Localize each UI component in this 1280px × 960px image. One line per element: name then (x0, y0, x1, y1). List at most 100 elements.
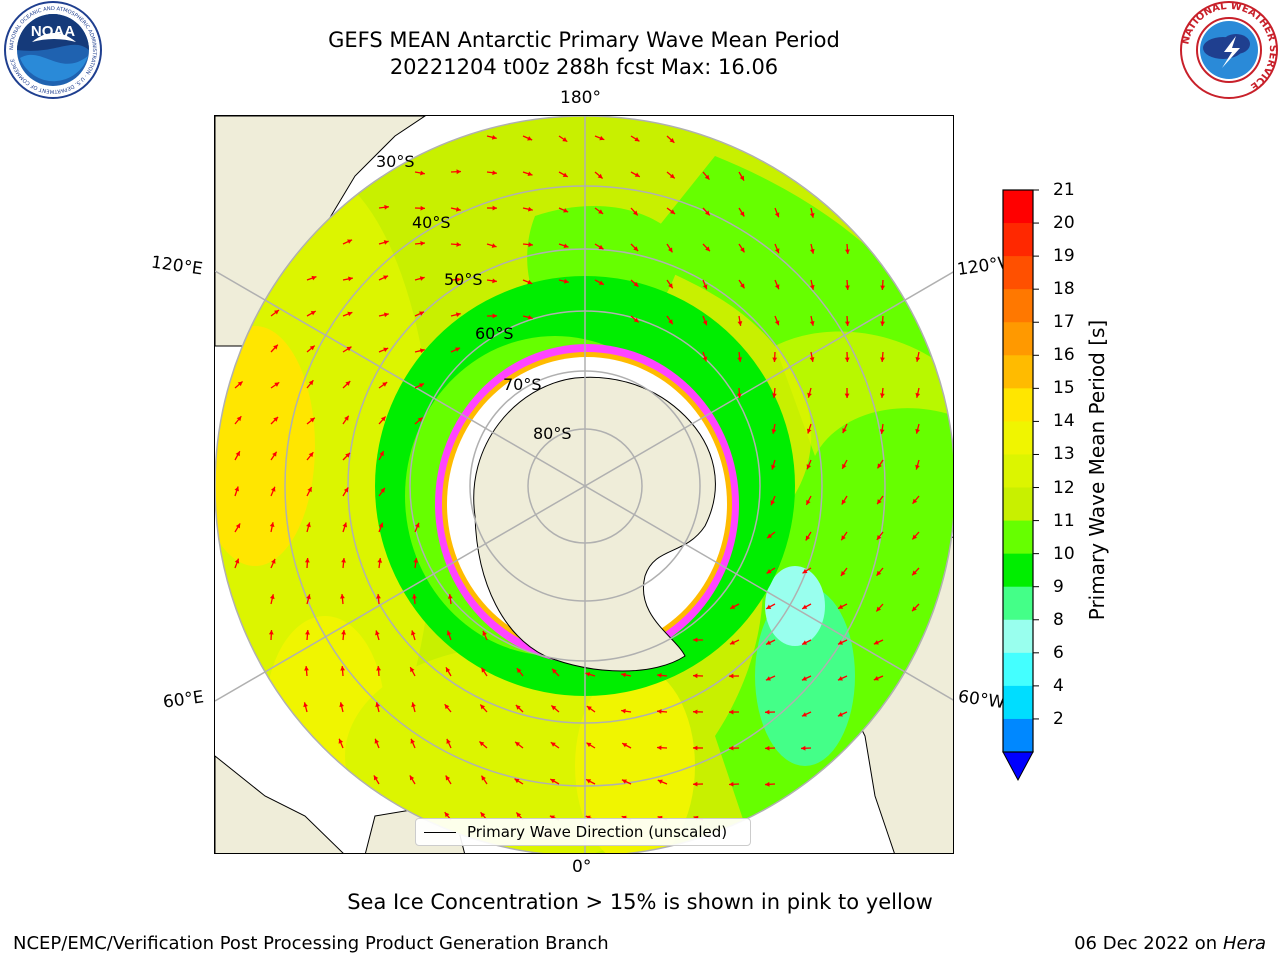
wave-arrow-head (705, 246, 710, 252)
colorbar-segment (1003, 421, 1033, 455)
wave-arrow-head (492, 170, 497, 176)
wave-arrow-head (380, 416, 386, 422)
wave-arrow-head (806, 499, 811, 505)
wave-arrow-head (236, 416, 242, 422)
wave-arrow-head (739, 211, 745, 217)
colorbar-segment (1003, 553, 1033, 588)
date-text: 06 Dec 2022 on (1074, 933, 1218, 954)
wave-arrow-head (598, 209, 604, 214)
wave-arrow-head (621, 708, 626, 714)
wave-arrow-head (514, 778, 520, 784)
colorbar-title: Primary Wave Mean Period [s] (1085, 319, 1109, 621)
wave-arrow-head (876, 570, 882, 576)
colorbar-segment (1003, 388, 1033, 422)
wave-arrow-head (383, 312, 389, 318)
colorbar-tick-label: 12 (1053, 477, 1075, 498)
wave-arrow-head (771, 464, 776, 470)
wave-arrow-head (304, 558, 310, 563)
wave-arrow-head (378, 522, 384, 528)
wave-arrow-head (806, 428, 812, 434)
wave-arrow-head (377, 558, 383, 563)
wave-arrow-head (729, 745, 734, 751)
wave-arrow-head (482, 630, 487, 636)
colorbar-tick-label: 10 (1053, 543, 1075, 564)
lon-label-60e: 60°E (161, 687, 206, 713)
map-legend: Primary Wave Direction (unscaled) (415, 818, 751, 846)
wave-arrow-head (736, 393, 742, 398)
legend-line-swatch (424, 832, 456, 833)
wave-arrow-head (915, 392, 921, 398)
map-panel (214, 115, 954, 854)
wave-arrow-head (515, 704, 521, 710)
wave-arrow-head (419, 348, 425, 354)
lat-label-80s: 80°S (533, 424, 572, 443)
colorbar-tick-label: 15 (1053, 378, 1075, 399)
wave-arrow-head (417, 417, 423, 423)
wave-arrow-head (912, 534, 918, 540)
colorbar-tick-label: 4 (1053, 675, 1064, 696)
wave-arrow-head (341, 630, 346, 635)
wave-arrow-head (770, 500, 776, 506)
colorbar-segment (1003, 619, 1033, 654)
colorbar (1002, 189, 1039, 782)
wave-arrow-head (844, 357, 850, 362)
wave-arrow-head (633, 281, 639, 287)
wave-arrow-head (562, 137, 568, 142)
colorbar-segment (1003, 322, 1033, 356)
wave-arrow-head (841, 499, 847, 505)
wave-arrow-head (840, 570, 846, 576)
noaa-logo: NOAA NATIONAL OCEANIC AND ATMOSPHERIC AD… (4, 1, 102, 99)
wave-arrow-head (912, 498, 918, 504)
wave-arrow-head (447, 594, 453, 599)
map-subtitle: 20221204 t00z 288h fcst Max: 16.06 (389, 55, 779, 79)
wave-arrow-head (446, 630, 452, 636)
wave-arrow-head (491, 243, 497, 248)
wave-arrow-head (702, 320, 708, 326)
wave-arrow-head (915, 464, 920, 470)
polar-map (215, 116, 953, 853)
wave-arrow-head (809, 284, 815, 290)
lon-label-0: 0° (572, 857, 592, 877)
wave-arrow-head (235, 451, 240, 457)
wave-arrow-head (585, 815, 591, 821)
wave-arrow-head (837, 676, 843, 681)
wave-arrow-head (492, 278, 497, 284)
wave-arrow-head (376, 666, 381, 671)
wave-arrow-head (550, 779, 556, 784)
wave-arrow-head (657, 745, 662, 751)
wave-arrow-head (766, 604, 772, 609)
lat-label-50s: 50°S (444, 270, 483, 289)
wave-arrow-head (809, 212, 815, 218)
wave-arrow-head (669, 138, 675, 143)
wave-arrow-head (634, 136, 640, 142)
wave-arrow-head (737, 321, 743, 326)
host-name: Hera (1222, 933, 1266, 954)
wave-arrow-head (842, 463, 847, 469)
wave-arrow-head (344, 415, 349, 421)
wave-arrow-head (269, 522, 275, 527)
wave-arrow-head (481, 667, 486, 673)
wave-arrow-head (880, 285, 886, 290)
wave-arrow-head (774, 212, 780, 218)
wave-arrow-head (841, 535, 846, 541)
wave-arrow-head (306, 594, 311, 600)
wave-arrow-head (729, 673, 734, 679)
wave-arrow-head (772, 357, 778, 362)
wave-arrow-head (873, 640, 879, 645)
wave-arrow-head (879, 429, 885, 434)
wave-arrow-head (234, 558, 240, 564)
wave-arrow-head (598, 280, 604, 285)
wave-arrow-head (446, 738, 451, 744)
wave-arrow-head (801, 712, 807, 717)
wave-arrow-head (809, 320, 815, 326)
lat-label-40s: 40°S (412, 213, 451, 232)
colorbar-segment (1003, 652, 1033, 687)
wave-arrow-head (633, 317, 639, 323)
wave-arrow-head (877, 463, 882, 469)
wave-arrow-head (527, 206, 533, 212)
wave-arrow-head (455, 312, 461, 318)
wave-arrow-head (563, 278, 569, 284)
lat-label-60s: 60°S (475, 324, 514, 343)
colorbar-tick-label: 9 (1053, 576, 1064, 597)
wave-arrow-head (693, 781, 698, 787)
